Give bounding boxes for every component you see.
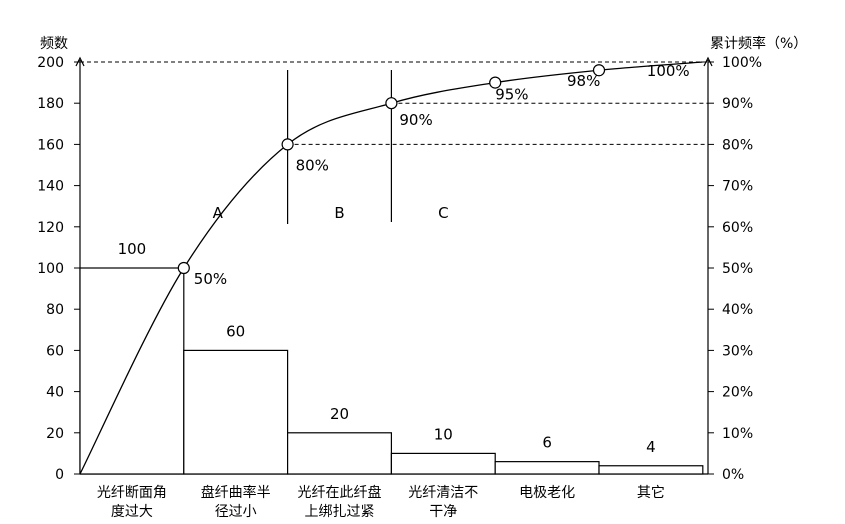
right-tick-label: 20% [722,385,753,401]
bars: 100 60 20 10 6 4 [79,240,704,475]
category-label: 上绑扎过紧 [305,504,375,520]
right-axis-arrow [703,56,713,67]
category-label: 度过大 [111,504,153,520]
y-axis-title: 频数 [40,36,68,52]
left-axis-arrow [75,56,85,67]
category-label: 光纤断面角 [97,485,167,501]
right-tick-label: 60% [722,220,753,236]
zone-label-c: C [438,204,448,222]
left-tick-label: 180 [37,96,64,112]
category-label: 电极老化 [519,485,575,501]
cumulative-label: 98% [567,72,600,90]
right-tick-label: 10% [722,426,753,442]
zone-label-a: A [213,204,224,222]
right-tick-label: 0% [722,467,744,483]
left-tick-label: 80 [46,302,64,318]
cumulative-label: 80% [296,156,329,174]
cumulative-label: 50% [194,270,227,288]
right-tick-label: 90% [722,96,753,112]
left-tick-label: 0 [55,467,64,483]
left-tick-label: 160 [37,137,64,153]
right-tick-label: 70% [722,179,753,195]
category-label: 光纤在此纤盘 [298,484,382,501]
bar-value-label: 60 [226,322,245,340]
cumulative-point [281,138,294,151]
left-tick-label: 60 [46,343,64,359]
left-tick-label: 120 [37,220,64,236]
bar [494,461,600,475]
right-tick-label: 50% [722,261,753,277]
category-label: 干净 [429,504,457,520]
right-tick-label: 100% [722,55,762,71]
cumulative-label: 95% [495,86,528,104]
left-tick-label: 40 [46,385,64,401]
cumulative-label: 100% [647,62,690,80]
bar-value-label: 6 [542,434,552,452]
right-tick-label: 30% [722,343,753,359]
cumulative-point [177,261,190,275]
zone-labels: A B C [213,204,449,222]
cumulative-curve: 50% 80% 90% 95% 98% 100% [79,61,703,475]
reference-lines [80,70,708,269]
cumulative-label: 90% [399,111,432,129]
bar [287,432,393,475]
zone-label-b: B [334,204,344,222]
bar [390,452,496,475]
left-tick-label: 140 [37,179,64,195]
bar-value-label: 100 [118,240,147,258]
left-axis-ticks: 0 20 40 60 80 100 120 140 160 180 200 [37,55,80,483]
bar [183,349,289,475]
cumulative-point [592,64,606,77]
bar-value-label: 20 [330,405,349,423]
right-tick-label: 80% [722,137,753,153]
right-axis-ticks: 0% 10% 20% 30% 40% 50% 60% 70% 80% 90% 100% [708,55,762,483]
category-label: 光纤清洁不 [408,485,478,501]
cumulative-point [489,76,502,89]
bar-value-label: 10 [434,425,453,443]
category-label: 径过小 [215,504,257,520]
y2-axis-title: 累计频率（%） [710,35,807,52]
left-tick-label: 100 [37,261,64,277]
bar [598,465,704,475]
right-tick-label: 40% [722,302,753,318]
bar [79,267,185,475]
left-tick-label: 20 [46,426,64,442]
category-label: 盘纤曲率半 [201,484,271,501]
bar-value-label: 4 [646,438,656,456]
category-label: 其它 [637,484,665,501]
cumulative-point [385,97,398,110]
left-tick-label: 200 [37,55,64,71]
